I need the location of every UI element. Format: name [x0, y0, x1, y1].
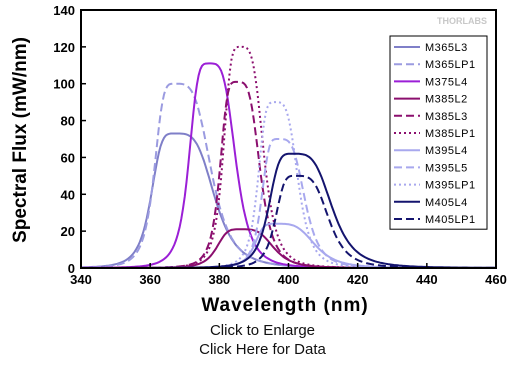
thorlabs-watermark: THORLABS	[437, 16, 487, 26]
links-area: Click to Enlarge Click Here for Data	[0, 321, 525, 359]
y-tick-label: 140	[53, 3, 75, 18]
x-tick-label: 380	[208, 272, 230, 287]
legend-label-M385L3: M385L3	[425, 111, 468, 123]
legend-label-M405LP1: M405LP1	[425, 214, 476, 226]
spectral-flux-chart: THORLABS Spectral Flux (mW/nm) Wavelengt…	[10, 3, 507, 316]
x-axis-label: Wavelength (nm)	[201, 295, 368, 316]
legend: M365L3 M365LP1 M375L4 M385L2 M385L3 M385LP1 M3…	[389, 35, 488, 230]
legend-label-M365L3: M365L3	[425, 42, 468, 54]
legend-label-M405L4: M405L4	[425, 197, 468, 209]
y-axis-label: Spectral Flux (mW/nm)	[10, 37, 31, 243]
y-tick-label: 100	[53, 77, 75, 92]
enlarge-link[interactable]: Click to Enlarge	[209, 322, 316, 339]
x-tick-label: 440	[416, 272, 438, 287]
legend-label-M395L4: M395L4	[425, 145, 468, 157]
y-tick-label: 40	[61, 187, 75, 202]
y-tick-label: 80	[61, 114, 75, 129]
y-tick-label: 20	[61, 224, 75, 239]
x-tick-label: 420	[347, 272, 369, 287]
x-tick-label: 340	[70, 272, 92, 287]
legend-box	[389, 35, 488, 230]
x-tick-label: 400	[278, 272, 300, 287]
y-tick-label: 0	[68, 261, 75, 276]
legend-label-M365LP1: M365LP1	[425, 59, 476, 71]
y-tick-label: 120	[53, 40, 75, 55]
legend-label-M385LP1: M385LP1	[425, 128, 476, 140]
legend-label-M395L5: M395L5	[425, 162, 468, 174]
y-tick-label: 60	[61, 150, 75, 165]
x-tick-label: 360	[139, 272, 161, 287]
legend-label-M385L2: M385L2	[425, 94, 468, 106]
axes-layer: 340 360 380 400 420 440 460 0 20 40 60 80 100 120 140	[53, 3, 507, 287]
data-link[interactable]: Click Here for Data	[199, 341, 326, 358]
x-tick-label: 460	[485, 272, 507, 287]
legend-label-M375L4: M375L4	[425, 76, 468, 88]
legend-label-M395LP1: M395LP1	[425, 180, 476, 192]
